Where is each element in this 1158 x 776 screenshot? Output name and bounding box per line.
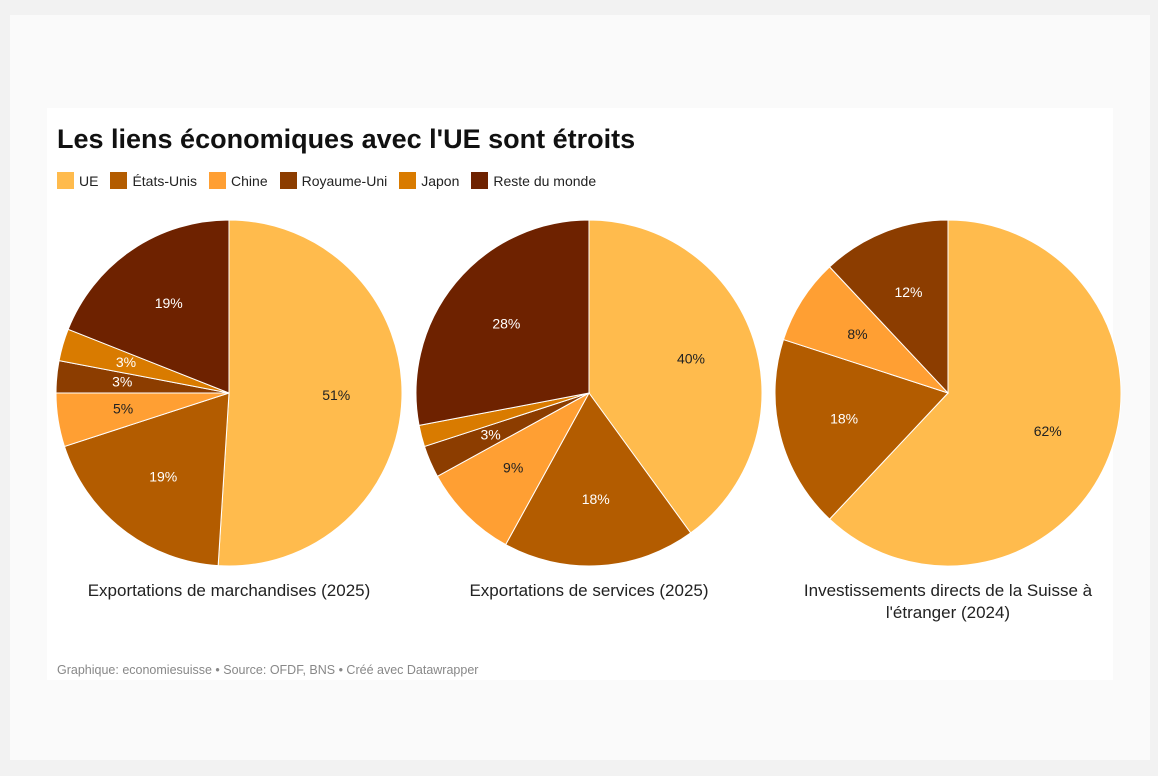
slice-label: 9% [503, 460, 523, 476]
legend-label: Japon [421, 172, 460, 189]
slice-label: 40% [677, 351, 705, 367]
legend-swatch [399, 172, 417, 189]
pie-caption: Investissements directs de la Suisse à l… [803, 581, 1093, 622]
pie-slice [588, 219, 763, 534]
pie-slice [63, 392, 230, 567]
slice-label: 3% [480, 426, 500, 442]
pie-caption: Exportations de services (2025) [469, 581, 709, 600]
pie-slice [828, 219, 949, 395]
legend-swatch [57, 172, 74, 189]
slice-label: 3% [116, 354, 136, 370]
legend-item: Royaume-Uni [279, 172, 388, 189]
legend-label: UE [79, 172, 99, 189]
chart-title: Les liens économiques avec l'UE sont étr… [57, 124, 636, 154]
pie-slice [504, 392, 692, 567]
legend-item: Japon [399, 172, 459, 189]
legend-label: Reste du monde [493, 172, 597, 189]
pie-caption: Exportations de marchandises (2025) [87, 581, 371, 600]
pie-slice [217, 219, 403, 567]
slice-label: 51% [322, 387, 350, 403]
pie-slice [415, 219, 590, 427]
pie-slice [67, 219, 230, 394]
pie-slice [774, 338, 949, 520]
pie-slice [436, 391, 591, 546]
slice-label: 62% [1034, 423, 1062, 439]
legend-swatch [209, 172, 227, 189]
legend-item: Chine [209, 172, 268, 189]
slice-label: 19% [149, 468, 177, 484]
slice-label: 18% [830, 410, 858, 426]
slice-label: 28% [492, 315, 520, 331]
legend-swatch [279, 172, 297, 189]
legend-swatch [110, 172, 128, 189]
slice-label: 8% [847, 326, 867, 342]
slice-label: 12% [894, 284, 922, 300]
slice-label: 3% [112, 374, 132, 390]
legend-item: UE [57, 172, 98, 189]
source: Graphique: economiesuisse • Source: OFDF… [57, 663, 479, 677]
legend-item: États-Unis [110, 172, 197, 189]
legend: UE États-Unis Chine Royaume-Uni Japon Reste d… [57, 172, 596, 189]
slice-label: 18% [582, 491, 610, 507]
pie-slice [828, 219, 1122, 567]
legend-label: Chine [231, 172, 268, 189]
legend-label: Royaume-Uni [301, 172, 388, 189]
slice-label: 19% [155, 295, 183, 311]
legend-item: Reste du monde [471, 172, 596, 189]
legend-label: États-Unis [132, 172, 198, 189]
slice-label: 5% [113, 400, 133, 416]
legend-swatch [471, 172, 489, 189]
